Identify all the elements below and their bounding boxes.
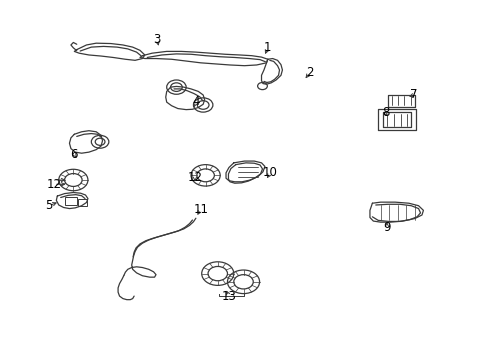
Text: 9: 9 (383, 221, 390, 234)
Text: 4: 4 (192, 95, 199, 108)
Text: 2: 2 (305, 66, 313, 79)
Text: 1: 1 (264, 41, 271, 54)
Text: 6: 6 (70, 148, 78, 161)
Text: 11: 11 (193, 203, 208, 216)
Text: 12: 12 (46, 178, 61, 191)
Text: 8: 8 (381, 105, 388, 119)
Text: 5: 5 (45, 199, 53, 212)
Text: 10: 10 (262, 166, 277, 179)
Text: 3: 3 (153, 33, 161, 46)
Text: 13: 13 (221, 289, 236, 303)
Text: 7: 7 (409, 89, 417, 102)
Text: 12: 12 (187, 171, 202, 184)
